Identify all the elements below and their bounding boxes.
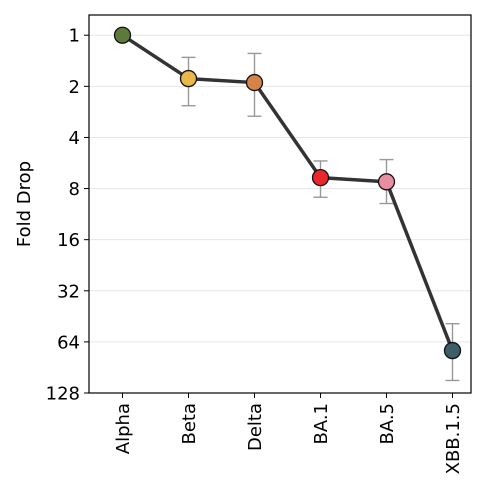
y-tick-label: 32	[57, 281, 80, 302]
x-ticks: Alpha Beta Delta BA.1 BA.5 XBB.1.5	[113, 393, 464, 474]
y-tick-label: 64	[57, 332, 80, 353]
plot-frame	[88, 14, 472, 394]
y-ticks: 1 2 4 8 16 32 64 128	[46, 26, 89, 405]
series-line	[121, 33, 455, 352]
x-tick-label: BA.1	[311, 403, 332, 445]
data-point	[311, 169, 330, 187]
series-path	[121, 33, 455, 352]
y-tick-label: 4	[69, 128, 80, 149]
x-tick-label: Alpha	[113, 403, 134, 454]
y-tick-label: 2	[69, 77, 80, 98]
axes	[88, 14, 472, 394]
y-tick-label: 1	[69, 26, 80, 47]
y-tick-label: 16	[57, 230, 80, 251]
y-tick-label: 128	[46, 384, 80, 405]
data-point	[245, 73, 264, 92]
x-tick-label: BA.5	[377, 403, 398, 445]
y-tick-label: 8	[69, 179, 80, 200]
error-bars	[181, 52, 460, 382]
y-axis-label: Fold Drop	[14, 161, 35, 247]
data-point	[443, 341, 462, 360]
grid-lines	[89, 34, 471, 394]
data-point	[179, 69, 198, 88]
data-point	[377, 173, 396, 191]
x-tick-label: Delta	[245, 403, 266, 451]
series-markers	[113, 26, 462, 360]
data-point	[113, 26, 132, 44]
x-tick-label: Beta	[179, 403, 200, 445]
x-tick-label: XBB.1.5	[443, 403, 464, 474]
